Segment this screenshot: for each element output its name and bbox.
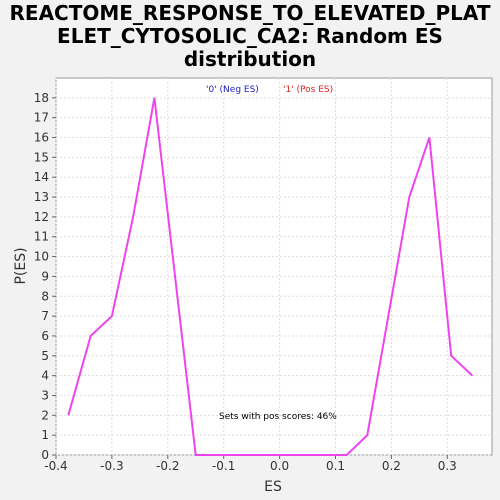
axes: -0.4 -0.3 -0.2 -0.1 0.0 0.1 0.2 0.3012345678910… bbox=[34, 91, 457, 473]
y-tick-label: 9 bbox=[41, 269, 49, 283]
x-tick-label: -0.4 bbox=[44, 459, 67, 473]
x-tick-label: 0.1 bbox=[326, 459, 345, 473]
series-layer bbox=[67, 97, 474, 456]
x-tick-label: 0.3 bbox=[438, 459, 457, 473]
x-axis-label: ES bbox=[264, 479, 282, 495]
y-tick-label: 4 bbox=[41, 369, 49, 383]
plot-area bbox=[55, 77, 493, 456]
legend: '0' (Neg ES) '1' (Pos ES) bbox=[206, 85, 333, 95]
y-axis-label: P(ES) bbox=[13, 247, 29, 284]
y-tick-label: 3 bbox=[41, 388, 49, 402]
y-tick-label: 5 bbox=[41, 349, 49, 363]
y-tick-label: 6 bbox=[41, 329, 49, 343]
y-tick-label: 10 bbox=[34, 250, 49, 264]
y-tick-label: 8 bbox=[41, 289, 49, 303]
es-distribution-line bbox=[67, 97, 474, 456]
x-tick-label: 0.0 bbox=[270, 459, 289, 473]
y-tick-label: 1 bbox=[41, 428, 49, 442]
y-tick-label: 18 bbox=[34, 91, 49, 105]
y-tick-label: 7 bbox=[41, 309, 49, 323]
y-tick-label: 0 bbox=[41, 448, 49, 462]
legend-item: '1' (Pos ES) bbox=[283, 85, 333, 95]
y-tick-label: 11 bbox=[34, 230, 49, 244]
x-tick-label: 0.2 bbox=[382, 459, 401, 473]
y-tick-label: 2 bbox=[41, 408, 49, 422]
x-tick-label: -0.3 bbox=[100, 459, 123, 473]
chart-title-line-2: ELET_CYTOSOLIC_CA2: Random ES bbox=[57, 24, 443, 48]
x-tick-label: -0.1 bbox=[212, 459, 235, 473]
grid-lines bbox=[55, 78, 492, 456]
y-tick-label: 17 bbox=[34, 111, 49, 125]
y-tick-label: 12 bbox=[34, 210, 49, 224]
y-tick-label: 13 bbox=[34, 190, 49, 204]
pos-score-annotation: Sets with pos scores: 46% bbox=[219, 412, 337, 422]
legend-item: '0' (Neg ES) bbox=[206, 85, 259, 95]
y-tick-label: 14 bbox=[34, 170, 49, 184]
chart-title: REACTOME_RESPONSE_TO_ELEVATED_PLAT ELET_… bbox=[0, 2, 500, 71]
x-tick-label: -0.2 bbox=[156, 459, 179, 473]
y-tick-label: 15 bbox=[34, 150, 49, 164]
chart-title-line-1: REACTOME_RESPONSE_TO_ELEVATED_PLAT bbox=[9, 1, 491, 25]
y-tick-label: 16 bbox=[34, 131, 49, 145]
chart-title-line-3: distribution bbox=[183, 47, 317, 71]
